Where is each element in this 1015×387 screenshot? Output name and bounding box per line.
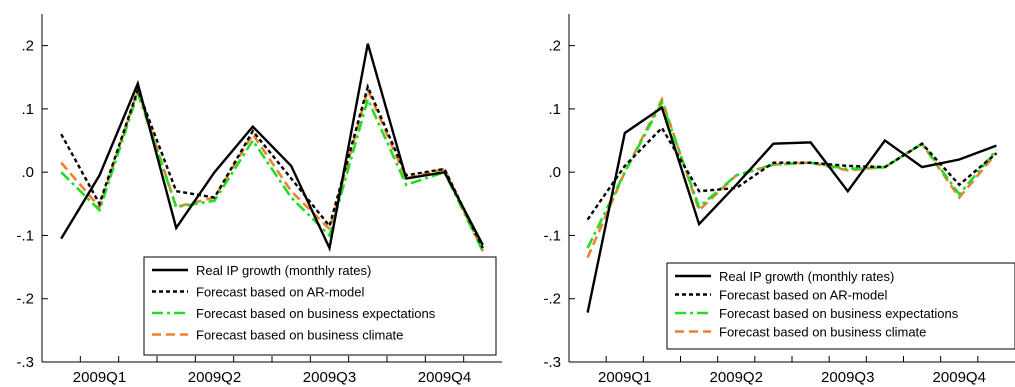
legend-label: Forecast based on business expectations — [196, 306, 436, 321]
legend-label: Forecast based on AR-model — [719, 288, 887, 303]
legend: Real IP growth (monthly rates) Forecast b… — [143, 256, 497, 356]
chart-panel-right: -.3 -.2 -.1 .0 .1 .2 2009Q1 2009Q2 2009Q3 2009Q4 R… — [543, 14, 1015, 386]
legend-label: Forecast based on business climate — [719, 325, 926, 340]
legend-label: Forecast based on business climate — [196, 328, 403, 343]
x-tick-label: 2009Q3 — [821, 369, 874, 386]
x-tick-label: 2009Q1 — [73, 369, 126, 386]
x-tick-label: 2009Q1 — [598, 369, 651, 386]
y-tick-label: -.1 — [16, 227, 34, 244]
series-line-dashed — [586, 96, 998, 259]
legend-label: Forecast based on AR-model — [196, 285, 364, 300]
y-tick-label: .2 — [21, 38, 34, 55]
legend-box — [143, 256, 497, 356]
series-line-dotted — [60, 83, 484, 249]
y-tick-label: .1 — [548, 101, 561, 118]
series-line-solid — [586, 105, 997, 313]
legend-label: Real IP growth (monthly rates) — [719, 269, 894, 284]
legend-box — [666, 262, 1015, 350]
y-tick-label: .0 — [21, 164, 34, 181]
y-tick-label: -.3 — [16, 354, 34, 371]
x-tick-label: 2009Q2 — [710, 369, 763, 386]
legend: Real IP growth (monthly rates) Forecast b… — [666, 262, 1015, 350]
y-tick-label: .1 — [21, 101, 34, 118]
legend-label: Real IP growth (monthly rates) — [196, 263, 371, 278]
series-line-dotted — [586, 125, 998, 221]
y-tick-label: -.1 — [543, 227, 561, 244]
series-line-dashdot — [586, 99, 998, 249]
series-line-solid — [60, 43, 484, 252]
chart-panel-left: -.3 -.2 -.1 .0 .1 .2 2009Q1 2009Q2 2009Q3 2009Q4 R… — [16, 14, 502, 386]
y-tick-label: .0 — [548, 164, 561, 181]
y-tick-label: .2 — [548, 38, 561, 55]
x-tick-label: 2009Q4 — [933, 369, 986, 386]
x-tick-label: 2009Q2 — [188, 369, 241, 386]
legend-label: Forecast based on business expectations — [719, 306, 959, 321]
y-tick-label: -.2 — [16, 291, 34, 308]
x-tick-label: 2009Q4 — [418, 369, 471, 386]
x-tick-label: 2009Q3 — [303, 369, 356, 386]
y-tick-label: -.3 — [543, 354, 561, 371]
y-tick-label: -.2 — [543, 291, 561, 308]
